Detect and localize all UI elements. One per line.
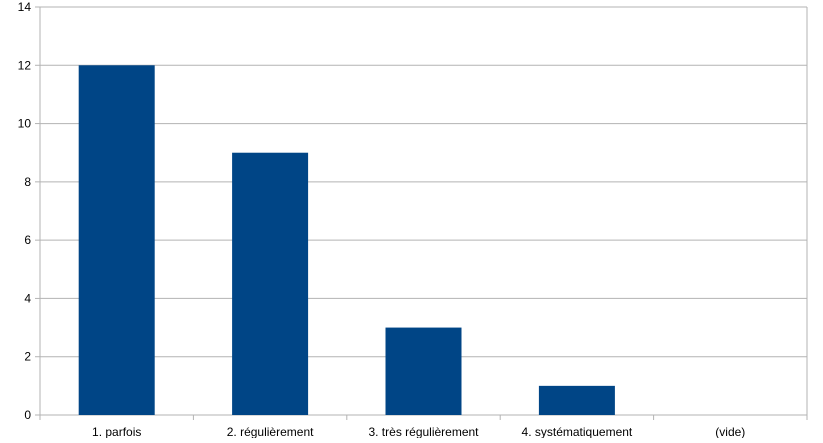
x-tick-label: 2. régulièrement (227, 425, 314, 438)
axes (35, 6, 808, 420)
y-tick-label: 4 (24, 291, 31, 305)
y-tick-label: 0 (24, 408, 31, 422)
y-tick-label: 12 (18, 58, 32, 72)
x-tick-label: 1. parfois (92, 425, 141, 438)
x-tick-label: 3. très régulièrement (368, 425, 479, 438)
x-tick-labels: 1. parfois 2. régulièrement 3. très réguli… (92, 425, 745, 439)
bars (78, 65, 615, 416)
bar (385, 327, 462, 415)
grid-lines (40, 6, 807, 416)
y-tick-label: 10 (18, 117, 32, 131)
x-tick-label: (vide) (715, 425, 745, 438)
y-tick-label: 6 (24, 233, 31, 247)
bar (78, 65, 155, 416)
bar (232, 152, 309, 415)
y-tick-label: 8 (24, 175, 31, 189)
y-tick-label: 2 (24, 350, 31, 364)
y-tick-label: 14 (18, 0, 32, 14)
bar (538, 385, 615, 415)
x-tick-label: 4. systématiquement (522, 425, 633, 438)
y-tick-labels: 0 2 4 6 8 10 12 14 (18, 0, 32, 422)
